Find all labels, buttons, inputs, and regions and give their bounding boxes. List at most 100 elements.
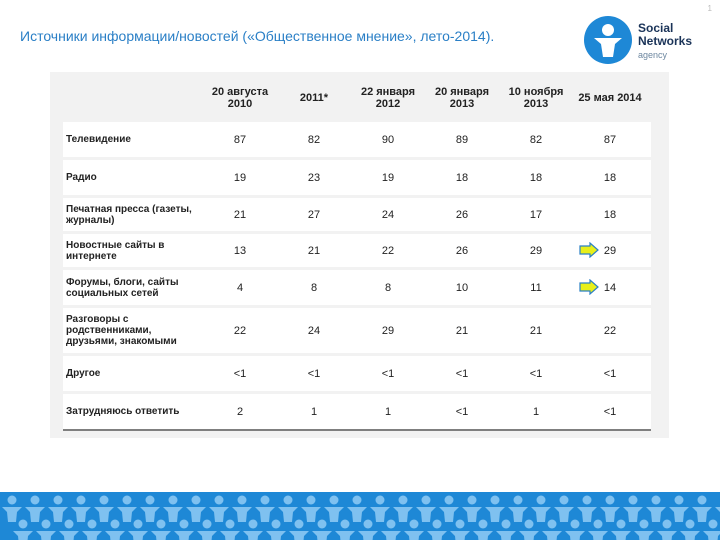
footer-figure-icon	[450, 519, 470, 545]
footer-figure-icon	[381, 519, 401, 545]
right-arrow-icon	[579, 242, 599, 258]
table-cell: 10	[455, 281, 469, 294]
logo-wordmark: Social Networks	[638, 22, 692, 48]
footer-figure-icon	[347, 495, 367, 522]
column-header: 20 августа 2010	[211, 86, 269, 110]
table-cell: 14	[603, 281, 617, 294]
table-cell: 18	[529, 171, 543, 184]
table-cell: <1	[381, 367, 395, 380]
column-header: 20 января 2013	[434, 86, 490, 110]
table-cell: 4	[236, 281, 244, 294]
footer-figure-icon	[496, 519, 516, 545]
footer-figure-icon	[324, 495, 344, 522]
footer-figure-icon	[554, 495, 574, 522]
row-label: Печатная пресса (газеты, журналы)	[66, 203, 192, 226]
row-label: Форумы, блоги, сайты социальных сетей	[66, 276, 179, 299]
footer-figure-icon	[600, 495, 620, 522]
logo-line-agency: agency	[638, 50, 668, 60]
logo: Social Networks agency	[584, 16, 714, 64]
footer-figure-icon	[209, 495, 229, 522]
footer-figure-icon	[692, 495, 712, 522]
footer-figure-icon	[163, 495, 183, 522]
table-cell: 1	[532, 405, 540, 418]
logo-line-social: Social	[638, 21, 674, 35]
table-cell: <1	[529, 367, 543, 380]
table-cell: 21	[529, 324, 543, 337]
table-row: Печатная пресса (газеты, журналы) 21 27 …	[63, 198, 651, 231]
right-arrow-icon	[579, 279, 599, 295]
footer-figure-icon	[82, 519, 102, 545]
footer-figure-icon	[577, 495, 597, 522]
footer-figure-icon	[393, 495, 413, 522]
logo-line-networks: Networks	[638, 34, 693, 48]
table-cell: 87	[233, 133, 247, 146]
table-cell: 24	[381, 208, 395, 221]
footer-figure-icon	[220, 519, 240, 545]
table-cell: <1	[603, 405, 617, 418]
table-cell: 82	[307, 133, 321, 146]
table-cell: 8	[310, 281, 318, 294]
table-cell: 21	[233, 208, 247, 221]
table-cell: <1	[233, 367, 247, 380]
table-row: Новостные сайты в интернете 13 21 22 26 …	[63, 234, 651, 267]
column-header: 10 ноября 2013	[508, 86, 564, 110]
footer-figure-icon	[657, 519, 677, 545]
table-cell: 87	[603, 133, 617, 146]
table-cell: <1	[307, 367, 321, 380]
footer-figure-icon	[508, 495, 528, 522]
table-cell: <1	[603, 367, 617, 380]
footer-figure-icon	[2, 495, 22, 522]
footer-figure-icon	[669, 495, 689, 522]
footer-figure-icon	[94, 495, 114, 522]
table-cell: 17	[529, 208, 543, 221]
table-cell: 26	[455, 208, 469, 221]
table-cell: 24	[307, 324, 321, 337]
footer-figure-icon	[71, 495, 91, 522]
footer-figure-icon	[151, 519, 171, 545]
footer-figure-icon	[59, 519, 79, 545]
table-row: Форумы, блоги, сайты социальных сетей 4 …	[63, 270, 651, 305]
table-row: Другое <1 <1 <1 <1 <1 <1	[63, 356, 651, 391]
footer-figure-icon	[715, 495, 720, 522]
footer-figure-icon	[25, 495, 45, 522]
table-cell: 22	[233, 324, 247, 337]
footer-figure-icon	[473, 519, 493, 545]
table-row: Радио 19 23 19 18 18 18	[63, 160, 651, 195]
footer-figure-icon	[565, 519, 585, 545]
table-cell: 27	[307, 208, 321, 221]
footer-figure-icon	[289, 519, 309, 545]
data-table: 20 августа 2010 2011* 22 января 2012 20 …	[50, 72, 669, 438]
page-number: 1	[707, 4, 712, 13]
footer-figure-icon	[255, 495, 275, 522]
footer-figure-icon	[404, 519, 424, 545]
footer-figure-icon	[416, 495, 436, 522]
row-label: Затрудняюсь ответить	[66, 406, 180, 417]
footer-figure-icon	[105, 519, 125, 545]
footer-figure-icon	[128, 519, 148, 545]
footer-figure-icon	[140, 495, 160, 522]
table-cell: <1	[455, 405, 469, 418]
row-label: Телевидение	[66, 134, 131, 145]
row-label: Новостные сайты в интернете	[66, 239, 165, 262]
table-cell: 13	[233, 244, 247, 257]
footer-figure-icon	[243, 519, 263, 545]
footer-figure-icon	[680, 519, 700, 545]
footer-figure-icon	[485, 495, 505, 522]
footer-figure-icon	[646, 495, 666, 522]
table-cell: 23	[307, 171, 321, 184]
footer-figure-icon	[427, 519, 447, 545]
table-cell: 29	[529, 244, 543, 257]
social-networks-person-icon	[584, 16, 632, 64]
footer-figure-icon	[266, 519, 286, 545]
footer-figure-icon	[232, 495, 252, 522]
row-label: Разговоры с родственниками, друзьями, зн…	[66, 314, 177, 347]
footer-figure-icon	[13, 519, 33, 545]
footer-figure-icon	[48, 495, 68, 522]
footer-figure-icon	[301, 495, 321, 522]
footer-figure-icon	[312, 519, 332, 545]
table-row: Разговоры с родственниками, друзьями, зн…	[63, 308, 651, 353]
column-header: 25 мая 2014	[578, 92, 642, 104]
footer-figure-icon	[588, 519, 608, 545]
footer-figure-icon	[519, 519, 539, 545]
table-cell: 18	[603, 208, 617, 221]
